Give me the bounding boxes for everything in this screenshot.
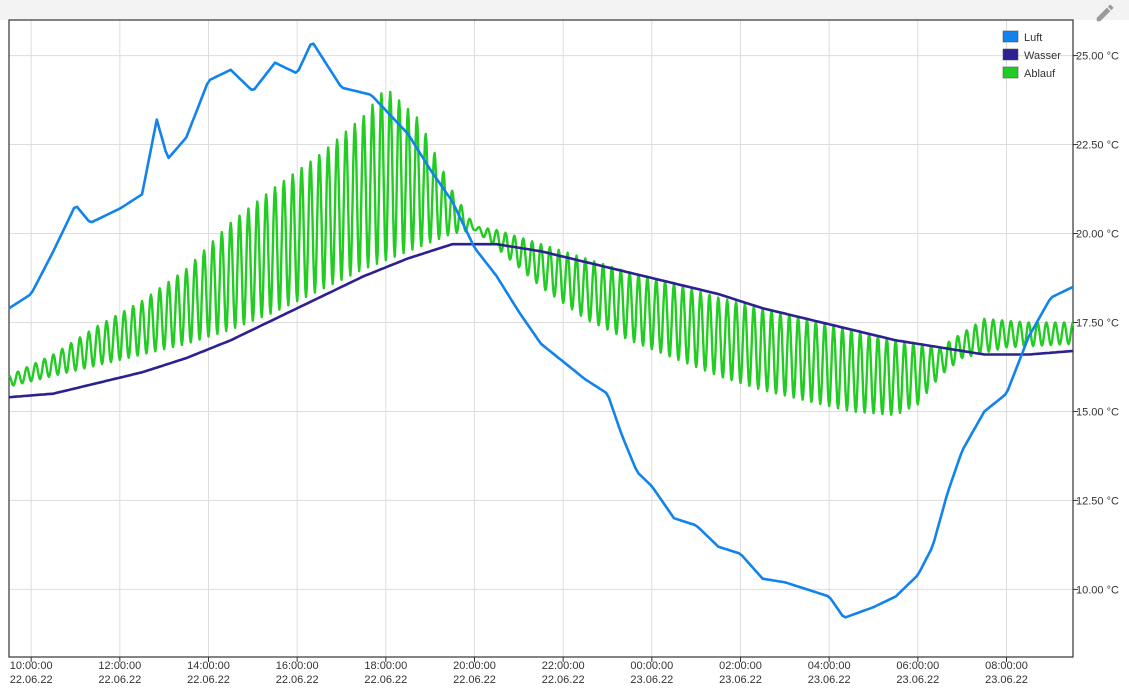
legend-item-luft[interactable]: Luft: [1002, 30, 1042, 44]
x-tick-time: 00:00:00: [630, 660, 673, 672]
x-tick-time: 04:00:00: [808, 660, 851, 672]
x-tick-time: 12:00:00: [98, 660, 141, 672]
x-tick-date: 22.06.22: [364, 674, 407, 686]
x-tick-date: 23.06.22: [985, 674, 1028, 686]
y-tick-label: 10.00 °C: [1076, 584, 1119, 596]
x-tick-date: 22.06.22: [10, 674, 53, 686]
x-tick-time: 14:00:00: [187, 660, 230, 672]
legend-swatch: [1002, 30, 1019, 43]
x-tick-date: 23.06.22: [630, 674, 673, 686]
x-tick-time: 08:00:00: [985, 660, 1028, 672]
legend-label: Ablauf: [1024, 68, 1056, 80]
x-tick-date: 22.06.22: [453, 674, 496, 686]
y-tick-label: 22.50 °C: [1076, 140, 1119, 152]
toolbar: [0, 0, 1129, 20]
x-tick-time: 20:00:00: [453, 660, 496, 672]
y-tick-label: 15.00 °C: [1076, 406, 1119, 418]
legend-label: Luft: [1024, 32, 1042, 44]
series-line-luft: [8, 42, 1074, 619]
legend-item-wasser[interactable]: Wasser: [1002, 48, 1061, 62]
plot-frame: [8, 19, 1074, 658]
y-axis: 10.00 °C 12.50 °C 15.00 °C 17.50 °C 20.00 °C…: [1073, 51, 1119, 596]
legend-swatch: [1002, 48, 1019, 61]
y-tick-label: 17.50 °C: [1076, 317, 1119, 329]
x-tick-time: 16:00:00: [276, 660, 319, 672]
x-tick-time: 22:00:00: [542, 660, 585, 672]
x-tick-date: 23.06.22: [719, 674, 762, 686]
x-tick-time: 06:00:00: [896, 660, 939, 672]
y-tick-label: 25.00 °C: [1076, 51, 1119, 63]
x-tick-time: 02:00:00: [719, 660, 762, 672]
legend[interactable]: Luft Wasser Ablauf: [1002, 30, 1061, 80]
x-tick-time: 10:00:00: [10, 660, 53, 672]
legend-label: Wasser: [1024, 50, 1061, 62]
x-tick-date: 22.06.22: [276, 674, 319, 686]
x-tick-time: 18:00:00: [364, 660, 407, 672]
pencil-icon[interactable]: [1094, 2, 1116, 24]
legend-swatch: [1002, 66, 1019, 79]
x-axis: 10:00:00 22.06.22 12:00:00 22.06.22 14:00:00…: [10, 657, 1028, 686]
series-layer: [8, 42, 1075, 619]
x-tick-date: 22.06.22: [187, 674, 230, 686]
x-tick-date: 22.06.22: [98, 674, 141, 686]
x-tick-date: 23.06.22: [896, 674, 939, 686]
x-tick-date: 22.06.22: [542, 674, 585, 686]
series-line-ablauf: [8, 90, 1075, 416]
y-tick-label: 20.00 °C: [1076, 229, 1119, 241]
grid: [9, 20, 1073, 657]
y-tick-label: 12.50 °C: [1076, 495, 1119, 507]
series-line-wasser: [8, 242, 1074, 399]
legend-item-ablauf[interactable]: Ablauf: [1002, 66, 1056, 80]
x-tick-date: 23.06.22: [808, 674, 851, 686]
